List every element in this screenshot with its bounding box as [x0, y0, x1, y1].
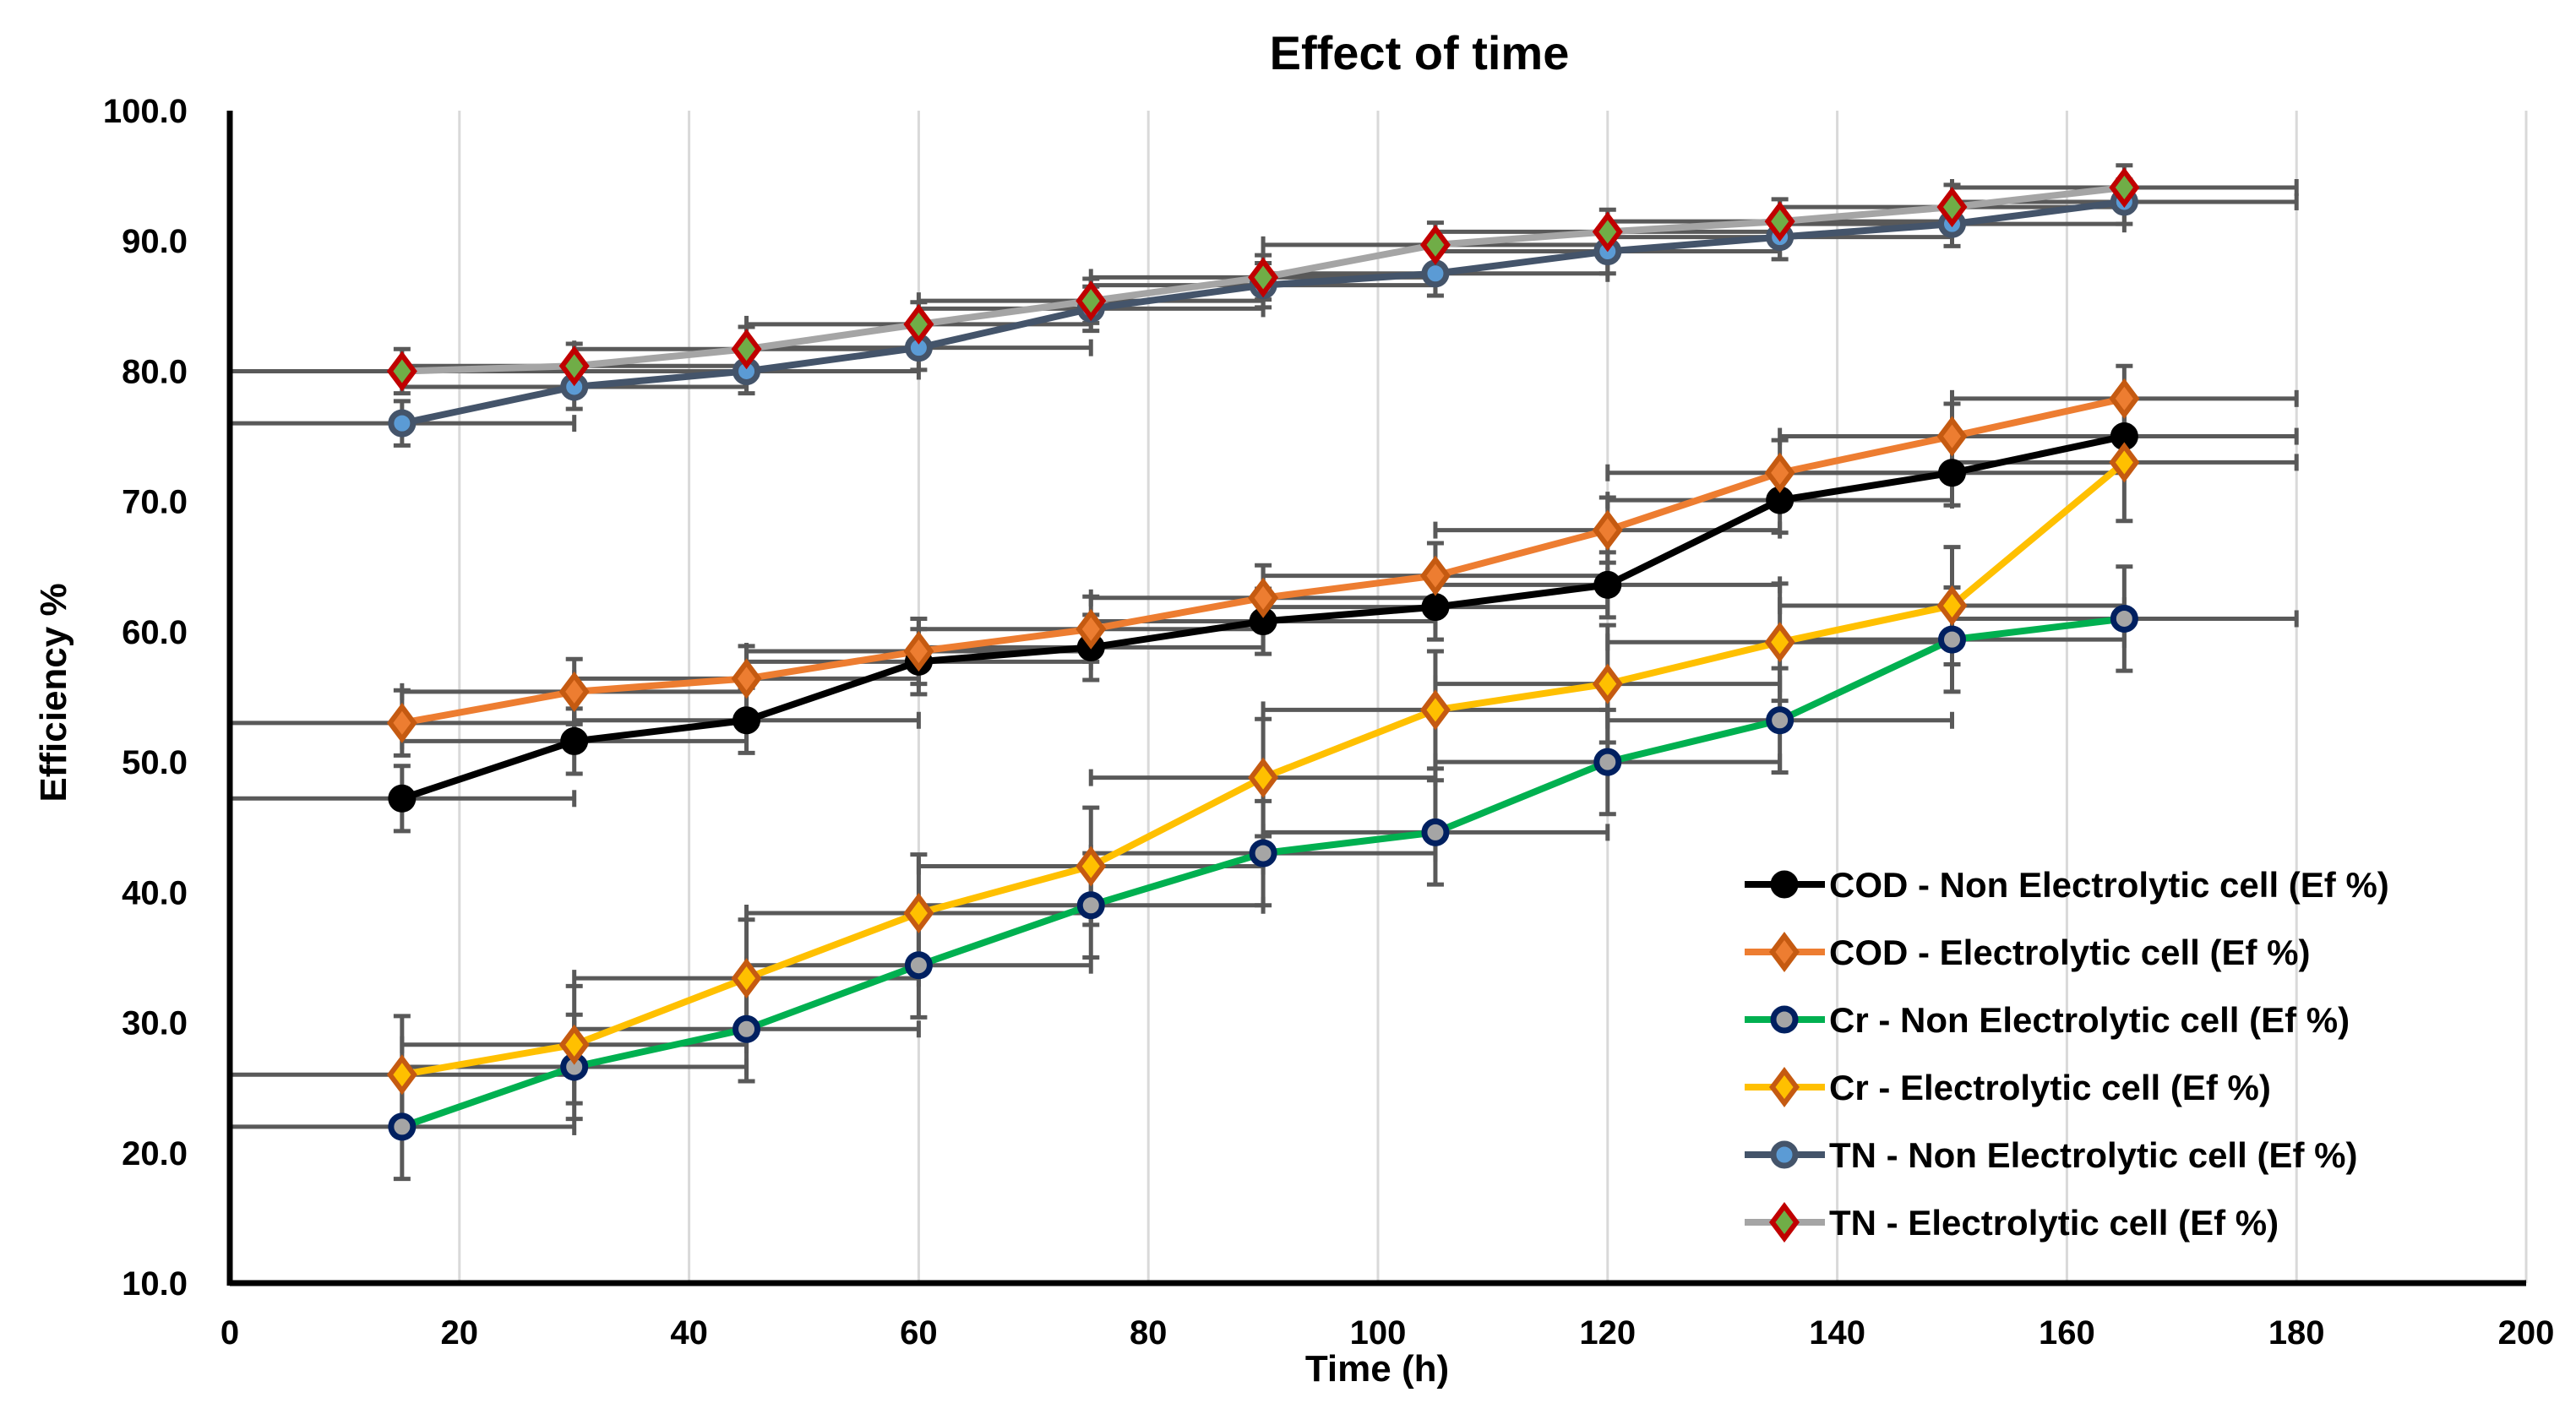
data-point: [1593, 570, 1622, 599]
legend-marker: [1770, 1140, 1799, 1169]
legend-label: COD - Non Electrolytic cell (Ef %): [1829, 865, 2389, 905]
series-lines: [400, 184, 2127, 1130]
data-point: [1766, 706, 1794, 735]
x-tick-label: 140: [1809, 1314, 1865, 1352]
chart-title: Effect of time: [1270, 26, 1570, 79]
x-tick-label: 80: [1130, 1314, 1168, 1352]
y-tick-label: 20.0: [122, 1135, 188, 1172]
y-tick-label: 40.0: [122, 874, 188, 911]
y-axis-label: Efficiency %: [33, 583, 74, 802]
legend-marker: [1770, 870, 1799, 899]
data-point: [904, 951, 933, 980]
data-point: [1419, 555, 1451, 596]
data-point: [1593, 748, 1622, 776]
data-point: [903, 893, 934, 934]
data-point: [2109, 442, 2140, 483]
x-tick-label: 180: [2268, 1314, 2325, 1352]
data-point: [388, 1112, 417, 1141]
data-point: [1248, 257, 1279, 298]
x-tick-label: 60: [900, 1314, 938, 1352]
data-point: [2109, 166, 2140, 208]
data-point: [1764, 622, 1795, 663]
x-tick-label: 40: [670, 1314, 708, 1352]
x-tick-label: 0: [221, 1314, 239, 1352]
data-point: [558, 345, 590, 387]
data-point: [732, 706, 761, 735]
data-point: [1248, 577, 1279, 618]
data-point: [903, 303, 934, 345]
data-point: [1076, 846, 1107, 887]
legend-marker: [1769, 932, 1800, 972]
y-tick-label: 50.0: [122, 744, 188, 781]
data-point: [1938, 459, 1966, 487]
legend-marker: [1769, 1067, 1800, 1107]
data-point: [1421, 259, 1450, 288]
legend-marker: [1769, 1202, 1800, 1243]
data-point: [386, 702, 417, 743]
x-tick-label: 120: [1579, 1314, 1636, 1352]
y-tick-label: 100.0: [103, 93, 188, 130]
data-point: [1076, 280, 1107, 322]
y-tick-label: 90.0: [122, 223, 188, 260]
legend-label: Cr - Non Electrolytic cell (Ef %): [1829, 1000, 2350, 1040]
series-line-1: [401, 394, 2126, 726]
data-point: [1421, 818, 1450, 846]
data-point: [1592, 663, 1623, 704]
data-point: [560, 726, 589, 755]
data-point: [1248, 757, 1279, 798]
x-tick-label: 20: [441, 1314, 479, 1352]
legend-label: Cr - Electrolytic cell (Ef %): [1829, 1068, 2271, 1107]
data-point: [1421, 593, 1450, 622]
axes: [226, 111, 2526, 1286]
tick-labels: 0 20 40 60 80 100 120 140 160 180 200 10.0 20.0 30.0 4…: [103, 93, 2554, 1352]
data-point: [731, 958, 762, 999]
data-point: [386, 1054, 417, 1096]
data-point: [731, 658, 762, 699]
data-point: [731, 329, 762, 370]
data-markers: [386, 166, 2140, 1141]
data-point: [2109, 378, 2140, 419]
legend-marker: [1770, 1005, 1799, 1034]
data-point: [558, 671, 590, 712]
y-tick-label: 30.0: [122, 1005, 188, 1042]
data-point: [558, 1024, 590, 1065]
x-tick-label: 200: [2498, 1314, 2555, 1352]
data-point: [1419, 224, 1451, 265]
y-tick-label: 10.0: [122, 1265, 188, 1303]
legend-label: TN - Non Electrolytic cell (Ef %): [1829, 1135, 2357, 1175]
data-point: [1936, 585, 1968, 627]
legend-label: COD - Electrolytic cell (Ef %): [1829, 933, 2310, 972]
data-point: [1764, 452, 1795, 493]
y-tick-label: 70.0: [122, 484, 188, 521]
data-point: [2110, 604, 2138, 633]
y-tick-label: 80.0: [122, 353, 188, 390]
data-point: [388, 784, 417, 813]
data-point: [386, 351, 417, 392]
legend: COD - Non Electrolytic cell (Ef %) COD - …: [1745, 865, 2389, 1243]
data-point: [1419, 689, 1451, 731]
data-point: [1764, 201, 1795, 242]
x-axis-label: Time (h): [1305, 1348, 1449, 1390]
legend-label: TN - Electrolytic cell (Ef %): [1829, 1203, 2279, 1243]
x-tick-label: 100: [1350, 1314, 1407, 1352]
data-point: [1936, 416, 1968, 457]
data-point: [903, 631, 934, 672]
y-tick-label: 60.0: [122, 614, 188, 651]
data-point: [1938, 625, 1966, 654]
data-point: [1076, 608, 1107, 650]
data-point: [732, 1014, 761, 1043]
data-point: [1592, 509, 1623, 551]
data-point: [388, 409, 417, 438]
x-tick-label: 160: [2039, 1314, 2095, 1352]
data-point: [1936, 187, 1968, 228]
data-point: [1592, 211, 1623, 253]
data-point: [1076, 891, 1105, 920]
data-point: [1249, 839, 1277, 868]
